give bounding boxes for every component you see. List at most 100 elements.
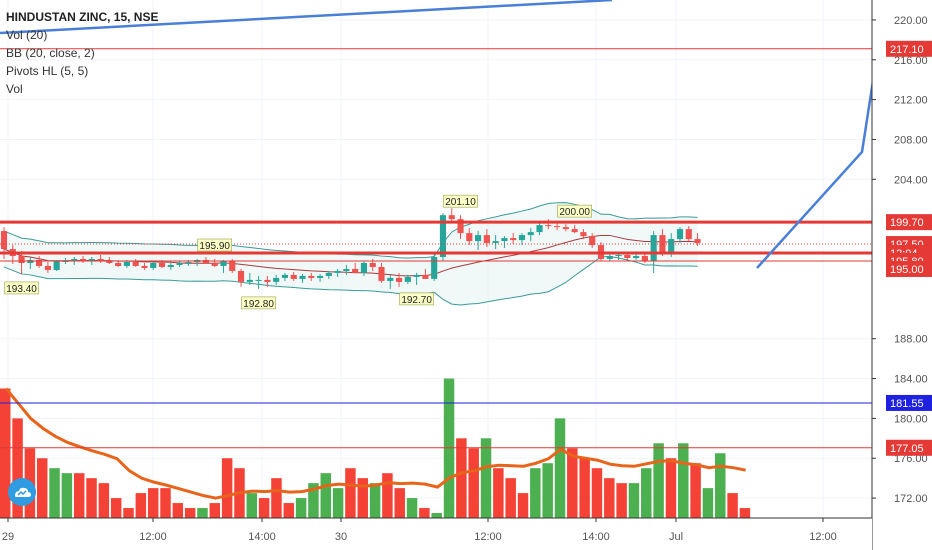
- price-badge: [886, 439, 932, 456]
- pivot-label-box: [197, 238, 233, 252]
- time-tick-label: 14:00: [582, 531, 610, 543]
- volume-bar: [209, 503, 221, 518]
- volume-bar: [665, 458, 677, 518]
- volume-bar: [604, 478, 615, 518]
- candle-body: [316, 275, 324, 278]
- volume-bar: [86, 478, 97, 518]
- candle-body: [571, 229, 578, 233]
- candle-body: [211, 262, 218, 266]
- candle-body: [255, 279, 262, 281]
- price-tick-label: 176.00: [894, 453, 928, 465]
- volume-bar: [394, 488, 405, 518]
- candle-body: [88, 259, 95, 261]
- candle-body: [115, 262, 122, 266]
- candle-body: [185, 261, 192, 263]
- candle-body: [431, 257, 438, 279]
- volume-bar: [345, 468, 356, 518]
- volume-bar: [172, 503, 184, 518]
- candle-body: [633, 256, 640, 259]
- volume-bar: [678, 443, 689, 518]
- volume-bar: [197, 508, 208, 518]
- candle-body: [527, 232, 534, 236]
- volume-bar: [0, 388, 11, 518]
- volume-bar: [690, 463, 701, 518]
- volume-bar: [517, 493, 529, 518]
- price-badge-label: 181.55: [890, 398, 924, 410]
- volume-bar: [468, 448, 479, 518]
- price-tick-label: 220.00: [894, 15, 928, 27]
- time-tick-label: 12:00: [474, 531, 502, 543]
- candle-body: [501, 238, 508, 242]
- pivot-label-box: [557, 204, 592, 218]
- legend-line-vol: Vol: [6, 82, 23, 96]
- pivot-label-box: [443, 194, 478, 208]
- candle-body: [44, 265, 51, 270]
- candle-body: [229, 260, 236, 271]
- candle-body: [378, 266, 385, 281]
- candle-body: [685, 229, 692, 240]
- candle-body: [518, 235, 526, 241]
- volume-bar: [431, 513, 442, 518]
- volume-bar: [221, 458, 233, 518]
- volume-bar: [61, 473, 73, 518]
- time-tick-label: Jul: [669, 531, 683, 543]
- volume-bar: [542, 463, 553, 518]
- volume-bar: [579, 458, 590, 518]
- volume-bar: [591, 468, 603, 518]
- candle-body: [273, 277, 280, 282]
- candle-body: [580, 232, 587, 237]
- candle-body: [360, 262, 368, 273]
- volume-bar: [110, 498, 122, 518]
- candle-body: [71, 259, 78, 261]
- volume-bar: [308, 483, 319, 518]
- time-axis-bg: [0, 518, 872, 550]
- candle-body: [624, 255, 631, 259]
- price-badge: [886, 40, 932, 57]
- candle-body: [668, 239, 675, 254]
- time-tick-label: 12:00: [809, 531, 837, 543]
- pivot-label-box: [4, 281, 39, 295]
- price-tick-label: 180.00: [894, 413, 928, 425]
- candle-body: [299, 275, 306, 279]
- volume-bar: [98, 483, 110, 518]
- volume-bar: [456, 438, 467, 518]
- volume-bar: [505, 478, 516, 518]
- candle-body: [79, 259, 87, 261]
- trendline-top: [0, 0, 613, 35]
- volume-bar: [641, 468, 652, 518]
- price-badge-label: 177.05: [890, 443, 924, 455]
- candle-body: [475, 235, 482, 242]
- volume-bar: [147, 488, 159, 518]
- candle-body: [413, 274, 420, 277]
- candle-body: [308, 275, 315, 278]
- price-badge-label: 195.00: [890, 264, 924, 276]
- price-tick-label: 184.00: [894, 374, 928, 386]
- cloud-logo-icon[interactable]: [8, 478, 36, 506]
- candle-body: [246, 279, 253, 282]
- candle-body: [141, 265, 148, 268]
- volume-bar: [382, 473, 393, 518]
- volume-bar: [320, 473, 332, 518]
- candle-body: [36, 259, 43, 266]
- volume-ma-line: [4, 387, 746, 500]
- candle-body: [659, 235, 666, 254]
- candle-body: [483, 235, 490, 244]
- volume-bar: [628, 483, 640, 518]
- price-tick-label: 216.00: [894, 55, 928, 67]
- price-tick-label: 188.00: [894, 334, 928, 346]
- candle-body: [650, 235, 657, 261]
- candle-body: [641, 256, 648, 261]
- candle-body: [106, 260, 113, 263]
- volume-bar: [283, 503, 295, 518]
- candle-body: [676, 229, 684, 240]
- candle-body: [123, 261, 130, 266]
- candle-body: [281, 274, 289, 278]
- candle-body: [97, 259, 104, 261]
- candle-body: [158, 262, 166, 267]
- candle-body: [404, 276, 411, 282]
- time-tick-label: 14:00: [248, 531, 276, 543]
- volume-bar: [258, 498, 270, 518]
- volume-bar: [271, 478, 282, 518]
- volume-bar: [530, 468, 541, 518]
